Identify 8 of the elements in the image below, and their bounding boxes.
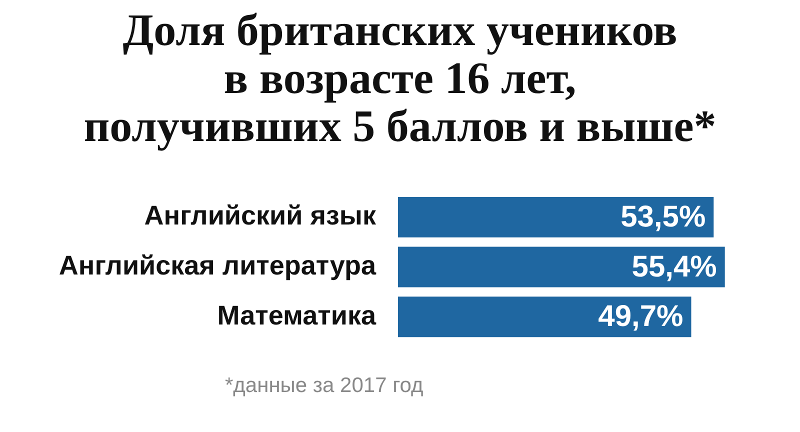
y-tick-label: Английский язык	[144, 200, 376, 231]
data-label: 53,5%	[620, 200, 706, 234]
data-label: 55,4%	[632, 250, 717, 284]
y-tick-label: Математика	[217, 300, 377, 330]
chart-title: Доля британских учеников в возрасте 16 лет, получивших 5 баллов и выше*	[82, 4, 718, 151]
data-label: 49,7%	[598, 300, 684, 334]
y-tick-label: Английская литература	[58, 250, 377, 280]
text: *данные за 2017 год	[225, 374, 424, 398]
